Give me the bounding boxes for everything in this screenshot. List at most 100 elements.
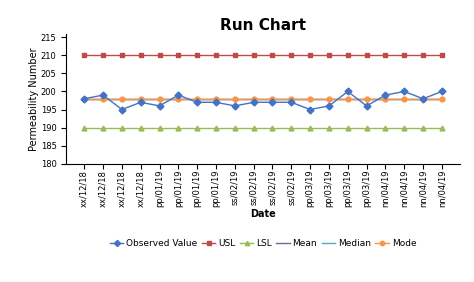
Median [307,98,313,101]
Observed Value [420,97,426,100]
LSL [420,126,426,129]
USL [194,54,200,57]
Mode [194,97,200,100]
USL [345,54,351,57]
Mean [251,98,256,101]
USL [100,54,106,57]
Median [82,98,87,101]
LSL [251,126,256,129]
Observed Value [251,101,256,104]
USL [119,54,125,57]
Mode [383,97,388,100]
Observed Value [82,97,87,100]
USL [232,54,237,57]
Median [289,98,294,101]
Median [364,98,369,101]
Mean [420,98,426,101]
USL [251,54,256,57]
Line: Observed Value: Observed Value [82,89,444,112]
LSL [289,126,294,129]
USL [364,54,369,57]
Mode [307,97,313,100]
Observed Value [119,108,125,111]
Mode [364,97,369,100]
Median [100,98,106,101]
Mean [213,98,219,101]
Y-axis label: Permeability Number: Permeability Number [29,47,39,151]
Observed Value [175,93,181,97]
Mode [401,97,407,100]
Mean [82,98,87,101]
Mean [270,98,275,101]
Observed Value [439,90,445,93]
LSL [383,126,388,129]
USL [439,54,445,57]
Mean [119,98,125,101]
LSL [364,126,369,129]
USL [401,54,407,57]
Observed Value [213,101,219,104]
Mode [100,97,106,100]
USL [157,54,163,57]
Mean [307,98,313,101]
USL [175,54,181,57]
Median [232,98,237,101]
Median [439,98,445,101]
Observed Value [157,104,163,108]
LSL [345,126,351,129]
LSL [138,126,144,129]
Mean [100,98,106,101]
Mode [420,97,426,100]
USL [420,54,426,57]
Mean [175,98,181,101]
Observed Value [194,101,200,104]
LSL [82,126,87,129]
LSL [119,126,125,129]
Observed Value [326,104,332,108]
Mean [157,98,163,101]
Observed Value [232,104,237,108]
Mean [326,98,332,101]
LSL [194,126,200,129]
LSL [307,126,313,129]
LSL [100,126,106,129]
Mean [383,98,388,101]
LSL [232,126,237,129]
Median [119,98,125,101]
LSL [326,126,332,129]
USL [213,54,219,57]
Observed Value [289,101,294,104]
Median [157,98,163,101]
Median [383,98,388,101]
Median [345,98,351,101]
Median [251,98,256,101]
Mode [439,97,445,100]
Observed Value [307,108,313,111]
Observed Value [100,93,106,97]
USL [289,54,294,57]
LSL [157,126,163,129]
Mean [345,98,351,101]
Line: Mode: Mode [82,96,444,101]
Mode [251,97,256,100]
Observed Value [401,90,407,93]
Mode [232,97,237,100]
LSL [270,126,275,129]
USL [326,54,332,57]
Mode [326,97,332,100]
USL [270,54,275,57]
Line: USL: USL [82,53,444,58]
USL [138,54,144,57]
Mode [157,97,163,100]
Mode [213,97,219,100]
Observed Value [383,93,388,97]
Legend: Observed Value, USL, LSL, Mean, Median, Mode: Observed Value, USL, LSL, Mean, Median, … [106,235,420,252]
Mode [119,97,125,100]
Observed Value [364,104,369,108]
Mode [270,97,275,100]
Median [138,98,144,101]
Median [194,98,200,101]
Mean [401,98,407,101]
Title: Run Chart: Run Chart [220,18,306,33]
Observed Value [138,101,144,104]
